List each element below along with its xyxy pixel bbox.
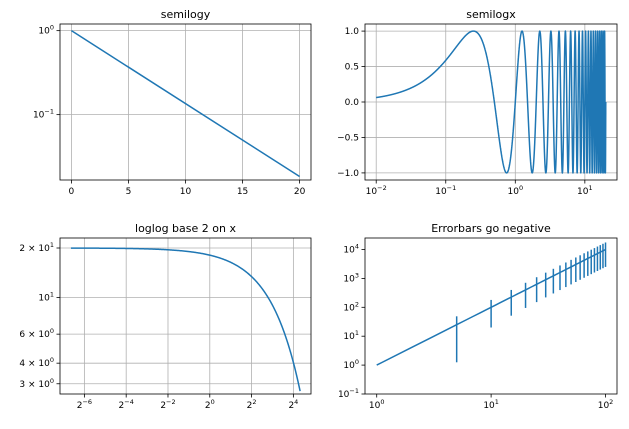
y-tick-label: 2 × 101	[19, 241, 54, 254]
y-tick-label: 100	[343, 358, 359, 371]
x-tick-label: 20	[294, 187, 306, 197]
y-tick-label: 10−1	[338, 387, 359, 400]
x-tick-label: 20	[205, 398, 215, 411]
x-tick-label: 10−2	[366, 184, 387, 197]
x-tick-label: 10	[180, 187, 192, 197]
axes-frame	[59, 237, 312, 395]
y-tick-label: 0.0	[345, 98, 360, 108]
series-line	[375, 30, 607, 174]
series-line	[70, 247, 301, 392]
x-tick-label: 2−2	[160, 398, 175, 411]
subplot-semilogy: 0 5 10 15 20 100 10−1 semilogy	[33, 8, 312, 197]
x-tick-label: 5	[126, 187, 132, 197]
y-tick-label: 10−1	[33, 108, 54, 121]
subplot-semilogx: 10−2 10−1 100 101 1.0 0.5 0.0 −0.5 −1.0 semilogx	[337, 8, 618, 197]
x-tick-label: 10−1	[435, 184, 456, 197]
x-tick-label: 100	[508, 184, 524, 197]
x-tick-label: 2−6	[77, 398, 92, 411]
y-tick-label: 101	[38, 291, 54, 304]
x-tick-label: 24	[288, 398, 298, 411]
x-tick-label: 15	[237, 187, 248, 197]
y-tick-label: 102	[343, 300, 359, 313]
x-tick-label: 100	[369, 398, 385, 411]
y-tick-label: −1.0	[337, 169, 359, 179]
y-tick-label: 103	[343, 271, 359, 284]
subplot-title: semilogx	[466, 8, 516, 21]
y-tick-label: −0.5	[337, 133, 359, 143]
y-tick-label: 104	[343, 243, 359, 256]
subplot-title: loglog base 2 on x	[135, 222, 236, 235]
y-tick-label: 4 × 100	[19, 356, 54, 369]
x-tick-label: 2−4	[119, 398, 134, 411]
subplot-title: Errorbars go negative	[431, 222, 551, 235]
y-tick-label: 101	[343, 329, 359, 342]
subplot-title: semilogy	[161, 8, 211, 21]
y-tick-label: 100	[38, 24, 54, 37]
axes-frame	[364, 237, 618, 395]
subplot-errorbars: 100 101 102 104 103 102 101 100 10−1 Errorbars go…	[338, 222, 618, 411]
x-tick-label: 22	[247, 398, 257, 411]
y-tick-label: 1.0	[345, 27, 360, 37]
y-tick-label: 3 × 100	[19, 377, 54, 390]
x-tick-label: 101	[577, 184, 593, 197]
subplot-loglog-base2: 2−6 2−4 2−2 20 22 24 2 × 101 101 6 × 100 4 × 100 3…	[19, 222, 312, 411]
y-tick-label: 6 × 100	[19, 327, 54, 340]
series-line	[71, 30, 300, 178]
axes-frame	[59, 23, 312, 181]
x-tick-label: 0	[69, 187, 75, 197]
y-tick-label: 0.5	[345, 63, 359, 73]
x-tick-label: 102	[598, 398, 614, 411]
axes-frame	[364, 23, 618, 181]
x-tick-label: 101	[483, 398, 499, 411]
